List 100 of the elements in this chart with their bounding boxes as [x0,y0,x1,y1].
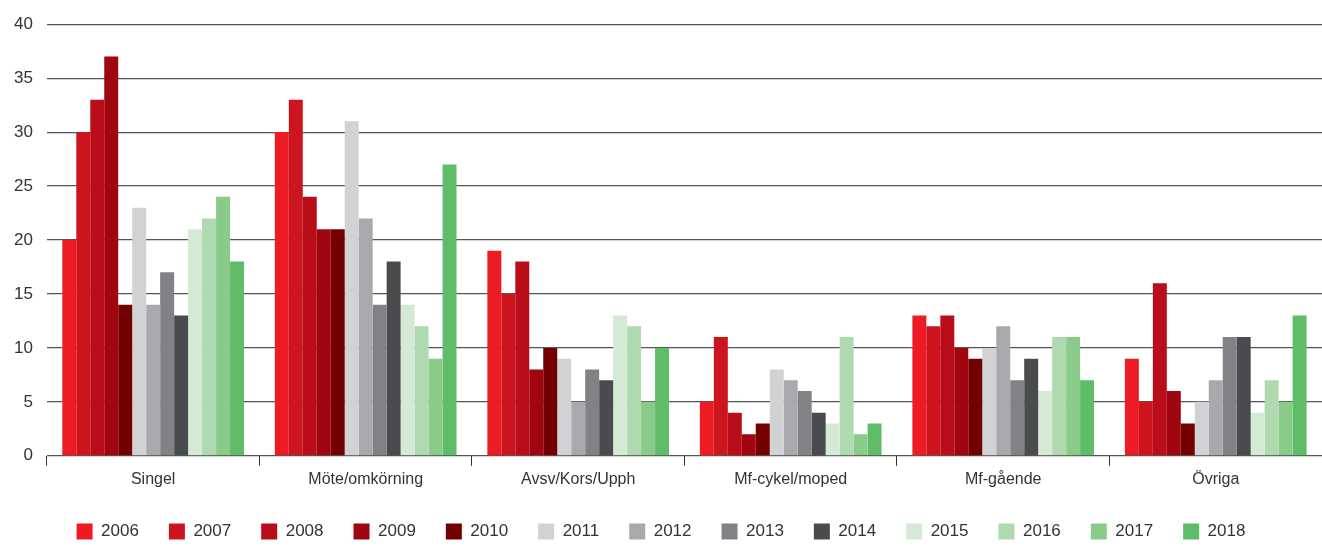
bar [641,401,656,456]
bar [414,326,429,456]
bar [160,272,175,456]
bar [146,304,161,456]
x-tick-label: Singel [130,469,176,487]
legend-label: 2014 [838,521,877,541]
bar [543,347,558,456]
y-tick-label: 0 [23,445,33,465]
bar [358,218,373,456]
legend-label: 2018 [1207,521,1246,541]
bar [274,132,289,456]
bar [783,380,798,456]
bar [655,347,670,456]
bar [1152,283,1167,456]
bar [1166,391,1181,456]
bar [853,434,868,456]
bar [627,326,642,456]
bar [1208,380,1223,456]
bar [699,401,714,456]
x-tick-label: Avsv/Kors/Upph [520,469,636,487]
bar [76,132,91,456]
y-tick-label: 35 [13,67,33,87]
y-tick-label: 15 [13,283,33,303]
bar [982,347,997,456]
bar [1250,412,1265,456]
bar [1080,380,1095,456]
legend-label: 2007 [193,521,232,541]
bar [1222,337,1237,456]
legend-label: 2017 [1115,521,1154,541]
bar [372,304,387,456]
bar [585,369,600,456]
y-tick-label: 30 [13,121,33,141]
y-tick-label: 25 [13,175,33,195]
legend-label: 2015 [930,521,969,541]
y-tick-label: 20 [13,229,33,249]
bar [769,369,784,456]
y-tick-label: 5 [23,391,33,411]
bar [968,358,983,456]
bar [1052,337,1067,456]
bar [487,250,502,456]
bar [1292,315,1307,456]
bar [613,315,628,456]
bar [940,315,955,456]
bar [104,56,119,456]
legend-label: 2010 [470,521,509,541]
legend-label: 2008 [285,521,324,541]
bar [330,229,345,456]
x-tick-label: Mf-gående [964,469,1042,487]
bar [442,164,457,456]
bar [839,337,854,456]
bar [302,196,317,456]
bar [926,326,941,456]
bar [954,347,969,456]
bar [1066,337,1081,456]
legend-label: 2012 [653,521,692,541]
bar [515,261,530,456]
x-tick-label: Möte/omkörning [308,469,424,487]
bar [288,99,303,456]
bar [1278,401,1293,456]
legend-label: 2016 [1022,521,1061,541]
bar [1124,358,1139,456]
legend-label: 2013 [746,521,784,541]
bar [216,196,231,456]
bar [713,337,728,456]
bar [529,369,544,456]
bar [557,358,572,456]
legend-label: 2006 [101,521,139,541]
bar [90,99,105,456]
bar [741,434,756,456]
bar [727,412,742,456]
bar [132,207,147,456]
bar [867,423,882,456]
bar [1138,401,1153,456]
bar [1264,380,1279,456]
bar [797,391,812,456]
x-tick-label: Övriga [1192,469,1240,487]
bar [1010,380,1025,456]
bar [202,218,217,456]
bar [1180,423,1195,456]
bar [188,229,203,456]
bar [428,358,443,456]
bar [230,261,245,456]
bar [755,423,770,456]
bar [571,401,586,456]
bar [996,326,1011,456]
bar [344,121,359,456]
bar [1038,391,1053,456]
bar [316,229,331,456]
bar [62,240,77,456]
y-tick-label: 10 [13,337,33,357]
bar [825,423,840,456]
legend-label: 2011 [562,521,600,541]
legend-label: 2009 [378,521,416,541]
bar [118,304,133,456]
x-tick-label: Mf-cykel/moped [734,469,848,487]
bar [400,304,415,456]
bar [501,293,516,456]
bar [912,315,927,456]
bar [1194,401,1209,456]
y-tick-label: 40 [13,13,33,33]
